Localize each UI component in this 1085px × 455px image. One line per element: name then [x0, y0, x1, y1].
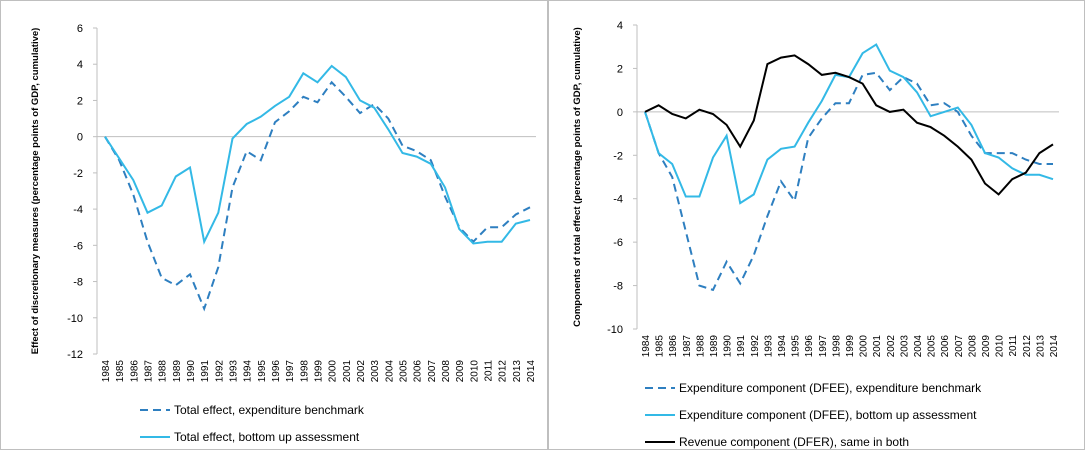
y-tick-label: -8: [613, 281, 623, 293]
x-tick-label: 2004: [384, 360, 395, 383]
x-tick-label: 2005: [927, 335, 938, 358]
x-tick-label: 1996: [271, 360, 282, 383]
x-tick-label: 1991: [736, 335, 747, 358]
x-tick-label: 1985: [655, 335, 666, 358]
legend-label: Expenditure component (DFEE), bottom up …: [679, 408, 977, 422]
y-tick-label: -10: [67, 313, 83, 325]
x-tick-label: 1989: [709, 335, 720, 358]
x-tick-label: 2011: [484, 360, 495, 382]
x-tick-label: 2003: [899, 335, 910, 358]
x-tick-label: 1995: [791, 335, 802, 358]
x-tick-label: 1988: [695, 335, 706, 358]
x-tick-label: 2014: [1049, 335, 1060, 358]
x-tick-label: 2006: [940, 335, 951, 358]
x-tick-label: 1993: [229, 360, 240, 383]
x-tick-label: 2009: [981, 335, 992, 358]
y-tick-label: 2: [617, 63, 623, 75]
legend-label: Revenue component (DFER), same in both: [679, 435, 909, 449]
y-tick-label: -4: [73, 204, 83, 216]
x-tick-label: 2013: [1035, 335, 1046, 358]
x-tick-label: 1994: [777, 335, 788, 358]
x-tick-label: 2006: [413, 360, 424, 383]
x-tick-label: 1996: [804, 335, 815, 358]
y-tick-label: 6: [77, 23, 83, 35]
x-tick-label: 1988: [158, 360, 169, 383]
x-tick-label: 1990: [186, 360, 197, 383]
x-tick-label: 2002: [886, 335, 897, 358]
y-tick-label: -2: [73, 168, 83, 180]
legend-label: Total effect, expenditure benchmark: [174, 403, 365, 417]
x-tick-label: 2005: [399, 360, 410, 383]
x-tick-label: 1991: [200, 360, 211, 383]
y-tick-label: -6: [73, 240, 83, 252]
x-tick-label: 2002: [356, 360, 367, 383]
x-tick-label: 2008: [441, 360, 452, 383]
y-tick-label: 0: [617, 107, 623, 119]
x-tick-label: 2009: [455, 360, 466, 383]
y-tick-label: 4: [77, 59, 83, 71]
series-line: [644, 43, 1054, 205]
x-tick-label: 1987: [682, 335, 693, 358]
x-tick-label: 2011: [1008, 335, 1019, 357]
x-tick-label: 1993: [763, 335, 774, 358]
x-tick-label: 1990: [723, 335, 734, 358]
y-tick-label: 2: [77, 95, 83, 107]
x-tick-label: 2012: [1022, 335, 1033, 358]
x-tick-label: 1992: [750, 335, 761, 358]
y-tick-label: -10: [607, 324, 623, 336]
y-tick-label: -8: [73, 277, 83, 289]
x-tick-label: 2008: [967, 335, 978, 358]
x-tick-label: 2007: [954, 335, 965, 358]
x-tick-label: 1986: [129, 360, 140, 383]
legend-label: Expenditure component (DFEE), expenditur…: [679, 381, 982, 395]
x-tick-label: 1989: [172, 360, 183, 383]
x-tick-label: 2010: [469, 360, 480, 383]
x-tick-label: 2013: [512, 360, 523, 383]
x-tick-label: 1992: [214, 360, 225, 383]
series-line: [644, 71, 1053, 292]
x-tick-label: 2004: [913, 335, 924, 358]
x-tick-label: 2012: [498, 360, 509, 383]
series-line: [104, 80, 531, 312]
x-tick-label: 2010: [995, 335, 1006, 358]
x-tick-label: 1994: [243, 360, 254, 383]
x-tick-label: 1987: [144, 360, 155, 383]
x-tick-label: 1984: [101, 360, 112, 383]
series-line: [104, 64, 531, 245]
y-axis-label: Components of total effect (percentage p…: [572, 27, 583, 327]
x-tick-label: 1995: [257, 360, 268, 383]
y-tick-label: -12: [67, 349, 83, 361]
y-tick-label: -2: [613, 150, 623, 162]
y-axis-label: Effect of discretionary measures (percen…: [30, 28, 41, 355]
x-tick-label: 1998: [299, 360, 310, 383]
x-tick-label: 2000: [859, 335, 870, 358]
x-tick-label: 1997: [818, 335, 829, 358]
x-tick-label: 2007: [427, 360, 438, 383]
x-tick-label: 2003: [370, 360, 381, 383]
x-tick-label: 1998: [831, 335, 842, 358]
x-tick-label: 1999: [314, 360, 325, 383]
y-tick-label: -6: [613, 237, 623, 249]
y-tick-label: 4: [617, 20, 623, 32]
x-tick-label: 1997: [285, 360, 296, 383]
y-tick-label: -4: [613, 194, 623, 206]
x-tick-label: 2014: [526, 360, 537, 383]
x-tick-label: 2001: [342, 360, 353, 383]
series-line: [644, 54, 1054, 196]
x-tick-label: 1999: [845, 335, 856, 358]
x-tick-label: 1986: [668, 335, 679, 358]
x-tick-label: 2001: [872, 335, 883, 358]
y-tick-label: 0: [77, 132, 83, 144]
legend-label: Total effect, bottom up assessment: [174, 430, 360, 444]
x-tick-label: 1985: [115, 360, 126, 383]
x-tick-label: 1984: [641, 335, 652, 358]
x-tick-label: 2000: [328, 360, 339, 383]
